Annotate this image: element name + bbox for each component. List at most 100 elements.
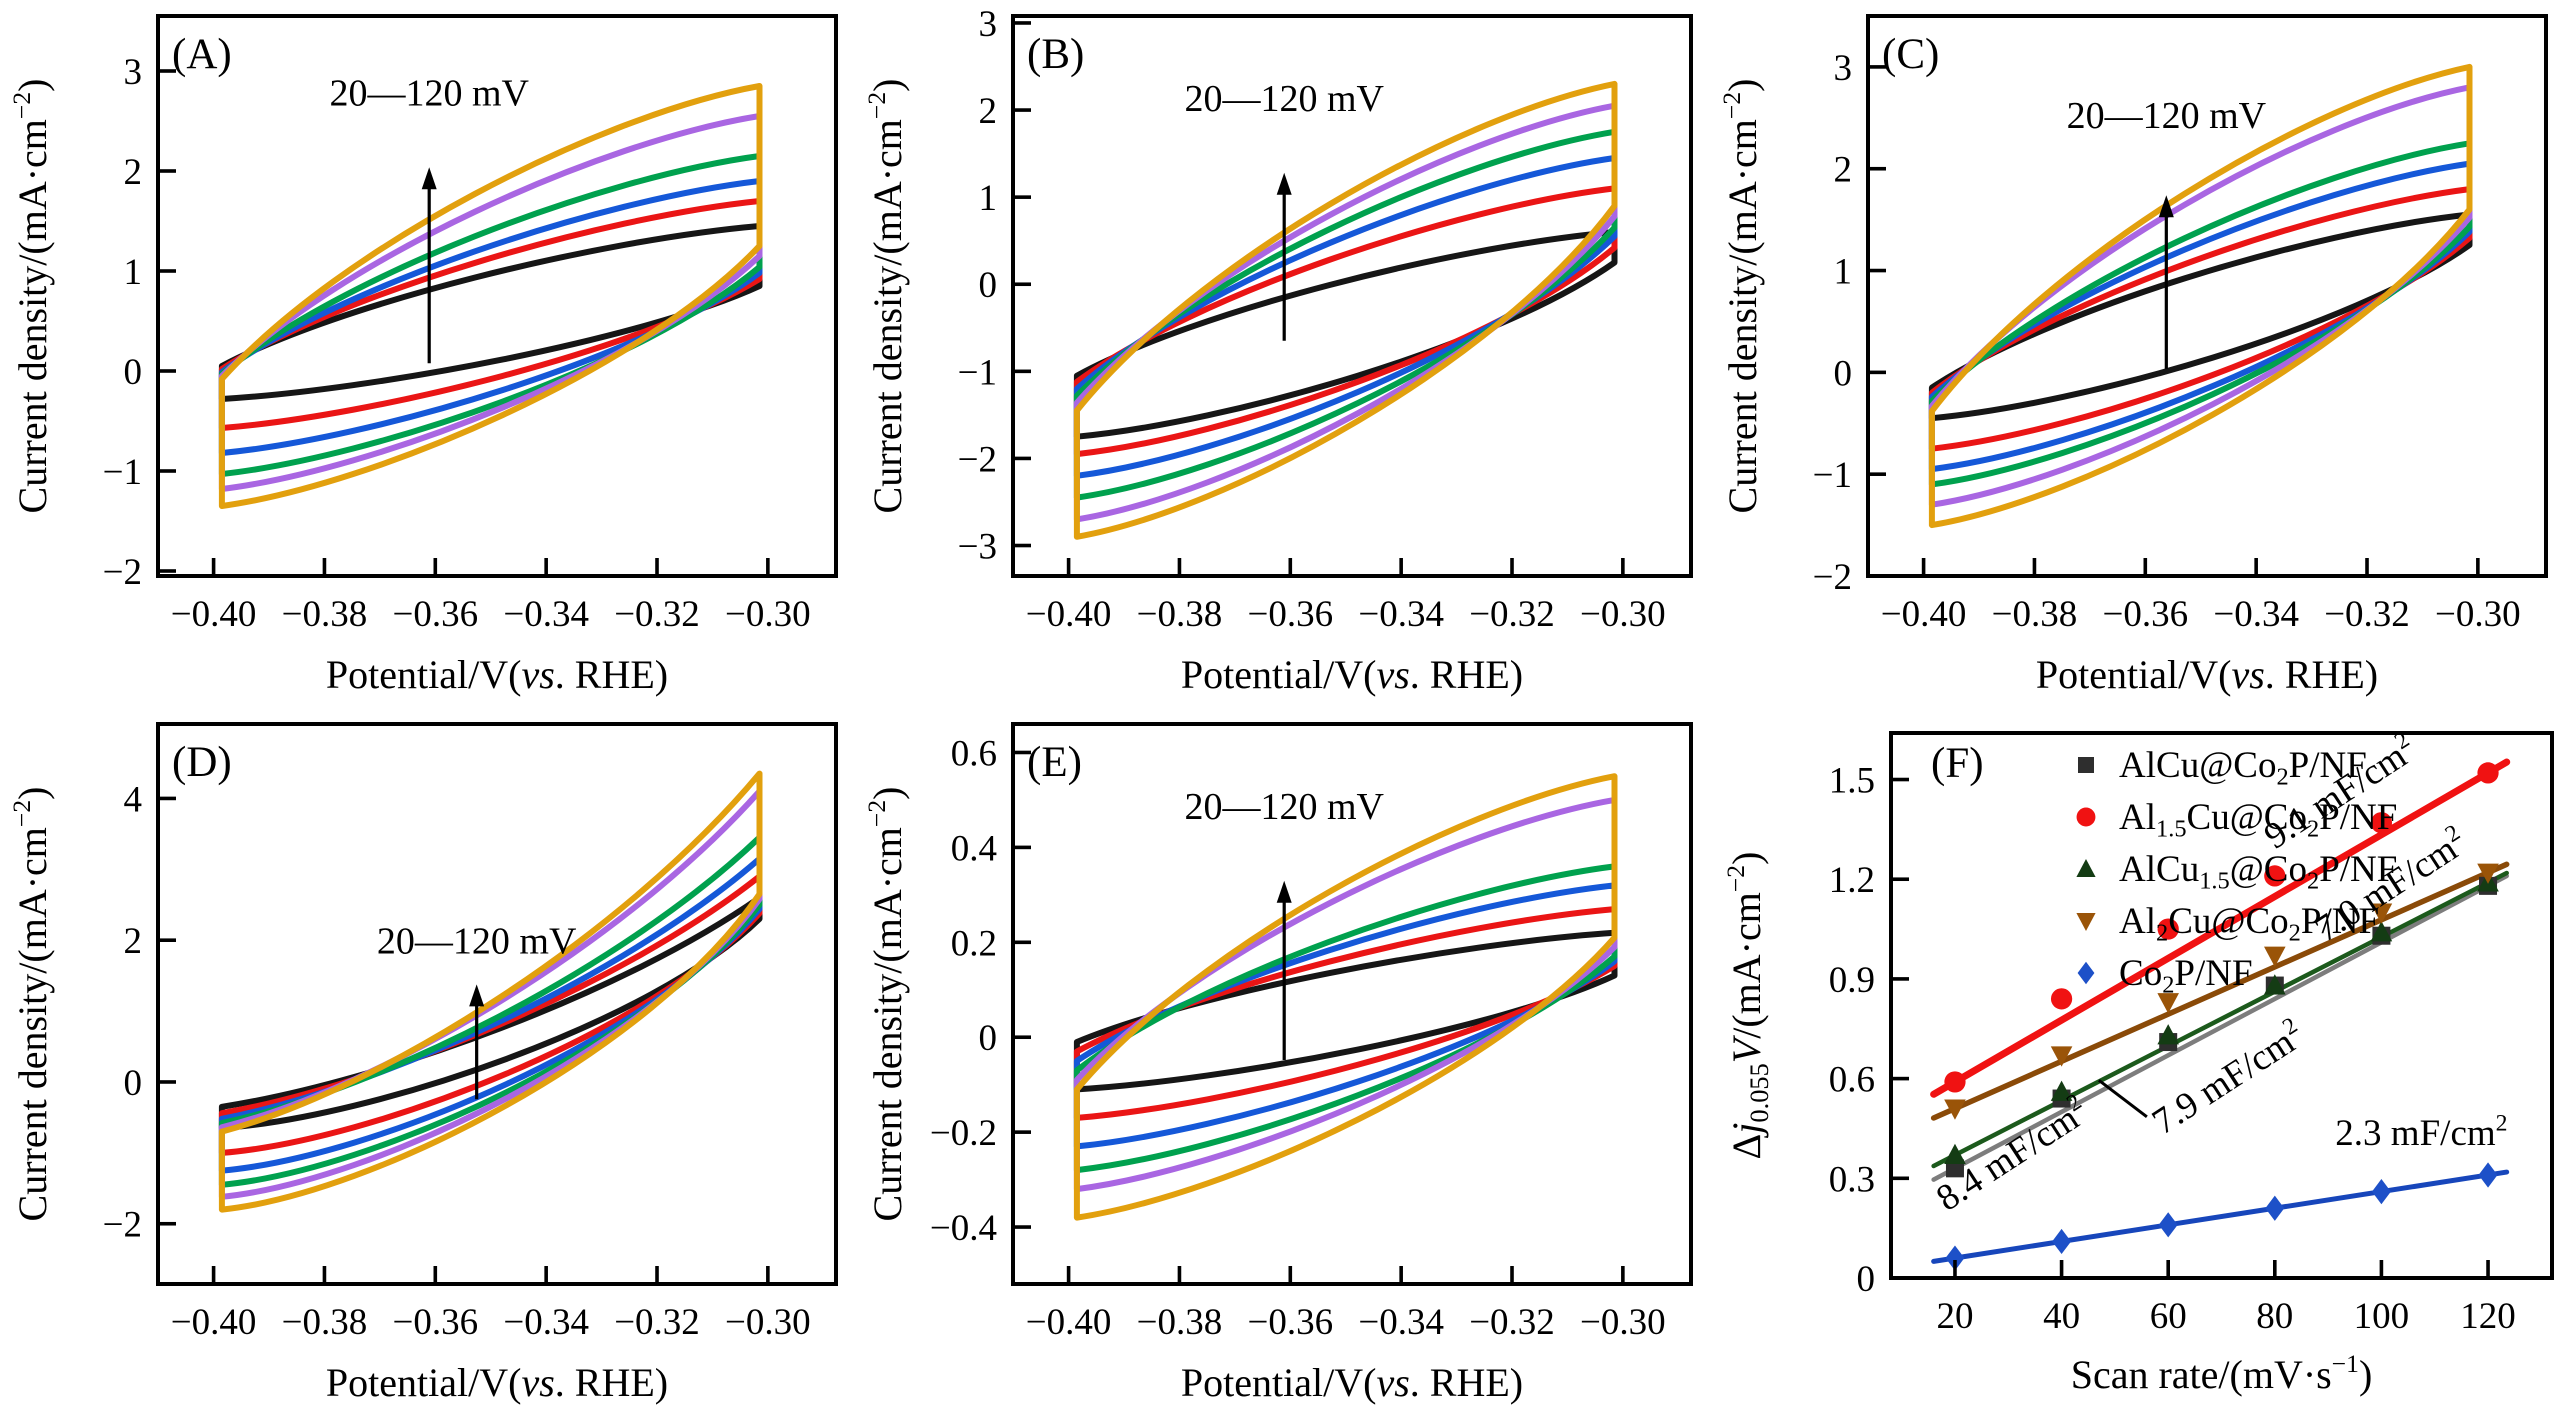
y-tick-label: 0 xyxy=(1857,1259,1876,1300)
legend-marker-5 xyxy=(2077,961,2095,985)
panel-a-plot: −0.40 −0.38 −0.36 −0.34 −0.32 −0.30 3 2 1 0 −1 −2 Po… xyxy=(7,14,838,697)
panel-a-y-axis-label: Current density/(mA·cm−2) xyxy=(7,79,55,514)
panel-b-plot: −0.40 −0.38 −0.36 −0.34 −0.32 −0.30 3 2 1 0 −1 −2 −3… xyxy=(862,4,1693,697)
panel-b-curve-120mv xyxy=(1073,80,1618,540)
panel-d-up-arrow-head xyxy=(469,984,485,1007)
y-tick-label: 0 xyxy=(124,1063,143,1104)
x-tick-label: −0.32 xyxy=(2324,594,2410,635)
panel-e-curve-120mv xyxy=(1073,773,1618,1221)
panel-f-fit-line-2 xyxy=(1930,758,2511,1098)
panel-c-x-ticks: −0.40 −0.38 −0.36 −0.34 −0.32 −0.30 xyxy=(1881,558,2521,635)
panel-a-curve-60mv xyxy=(218,178,763,456)
panel-f-point-s5-60 xyxy=(2158,1212,2178,1238)
legend-marker-4 xyxy=(2076,913,2096,931)
y-tick-label: −1 xyxy=(958,352,997,393)
panel-d-y-ticks: 4 2 0 −2 xyxy=(103,779,176,1246)
y-tick-label: 0.2 xyxy=(951,923,997,964)
panel-e-curve-100mv xyxy=(1073,796,1618,1193)
panel-b-curve-40mv xyxy=(1073,185,1618,458)
x-tick-label: −0.32 xyxy=(614,1302,700,1343)
y-tick-label: 0 xyxy=(979,265,998,306)
panel-b-curve-100mv xyxy=(1073,102,1618,523)
x-tick-label: −0.34 xyxy=(503,594,589,635)
panel-f-point-s2-60 xyxy=(2157,918,2179,940)
y-tick-label: 4 xyxy=(124,779,143,820)
panel-e-curve-20mv xyxy=(1073,929,1618,1093)
y-tick-label: 3 xyxy=(979,4,998,45)
panel-f-x-axis-label: Scan rate/(mV·s−1) xyxy=(2071,1349,2373,1397)
panel-f-point-s4-60 xyxy=(2157,993,2179,1014)
x-tick-label: −0.30 xyxy=(1580,1302,1666,1343)
panel-e-scan-rate-annotation: 20—120 mV xyxy=(1184,786,1384,828)
panel-f-point-s4-80 xyxy=(2264,946,2286,967)
panel-f-fit-line-4 xyxy=(1930,861,2510,1121)
panel-f-point-s3-80 xyxy=(2264,974,2286,995)
x-tick-label: −0.30 xyxy=(1580,594,1666,635)
panel-f-point-s2-100 xyxy=(2370,812,2393,834)
panel-a-x-ticks: −0.40 −0.38 −0.36 −0.34 −0.32 −0.30 xyxy=(171,558,811,635)
x-tick-label: −0.40 xyxy=(1026,1302,1112,1343)
panel-e-axis-box xyxy=(1011,722,1693,1286)
x-tick-label: 20 xyxy=(1936,1296,1973,1337)
y-tick-label: −2 xyxy=(103,1205,142,1246)
x-tick-label: −0.38 xyxy=(1992,594,2078,635)
panel-f-point-s4-120 xyxy=(2477,863,2499,884)
panel-c-curves xyxy=(1928,63,2473,529)
y-tick-label: 2 xyxy=(979,91,998,132)
panel-f-y-axis-label: Δj0.055V/(mA·cm−2) xyxy=(1721,852,1774,1160)
x-tick-label: −0.38 xyxy=(1137,1302,1223,1343)
panel-c-curve-120mv xyxy=(1928,63,2473,529)
panel-e-letter: (E) xyxy=(1027,739,1082,786)
y-tick-label: −2 xyxy=(958,439,997,480)
y-tick-label: 0.6 xyxy=(1829,1060,1875,1101)
panel-f-y-ticks: 0 0.3 0.6 0.9 1.2 1.5 xyxy=(1829,761,1909,1300)
panel-e-curves xyxy=(1073,773,1618,1221)
y-tick-label: 2 xyxy=(1834,150,1853,191)
panel-b-curve-20mv xyxy=(1073,229,1618,440)
panel-f-point-s4-20 xyxy=(1944,1099,1966,1120)
panel-f-point-s5-100 xyxy=(2371,1178,2391,1205)
panel-c-letter: (C) xyxy=(1882,31,1939,78)
panel-b-up-arrow xyxy=(1276,172,1292,341)
panel-c-curve-40mv xyxy=(1928,186,2473,452)
panel-a: −0.40 −0.38 −0.36 −0.34 −0.32 −0.30 3 2 1 0 −1 −2 Po… xyxy=(7,14,838,697)
panel-b-x-ticks: −0.40 −0.38 −0.36 −0.34 −0.32 −0.30 xyxy=(1026,558,1666,635)
panel-f-point-s4-40 xyxy=(2050,1046,2073,1067)
x-tick-label: −0.30 xyxy=(725,1302,811,1343)
panel-f-fit-line-3 xyxy=(1931,870,2509,1169)
y-tick-label: −0.4 xyxy=(930,1208,997,1249)
panel-c-up-arrow-head xyxy=(2158,195,2174,218)
panel-a-curve-40mv xyxy=(218,198,763,431)
panel-b-up-arrow-head xyxy=(1276,172,1292,195)
y-tick-label: 1 xyxy=(979,178,998,219)
x-tick-label: −0.40 xyxy=(1881,594,1967,635)
y-tick-label: 1.2 xyxy=(1829,860,1875,901)
y-tick-label: 3 xyxy=(124,52,143,93)
panel-a-curve-100mv xyxy=(218,113,763,492)
legend-marker-1 xyxy=(2077,757,2094,773)
panel-f-point-s2-80 xyxy=(2264,865,2286,887)
panel-f-point-s5-80 xyxy=(2265,1195,2285,1221)
panel-c-curve-60mv xyxy=(1928,160,2473,473)
panel-d-letter: (D) xyxy=(172,739,232,786)
panel-f-point-s5-20 xyxy=(1945,1245,1965,1271)
y-tick-label: 0.9 xyxy=(1829,960,1875,1001)
panel-d-axis-box xyxy=(156,722,838,1286)
panel-f-fit-line-5 xyxy=(1931,1169,2510,1264)
panel-e-up-arrow-head xyxy=(1276,880,1292,903)
x-tick-label: −0.40 xyxy=(1026,594,1112,635)
panel-a-scan-rate-annotation: 20—120 mV xyxy=(329,73,529,115)
panel-a-letter: (A) xyxy=(172,31,232,78)
panel-f-point-s3-100 xyxy=(2370,921,2393,942)
panel-e-plot: −0.40 −0.38 −0.36 −0.34 −0.32 −0.300.60.40.20… xyxy=(862,722,1693,1405)
x-tick-label: −0.36 xyxy=(2102,594,2188,635)
y-tick-label: 3 xyxy=(1834,48,1853,89)
panel-a-curve-20mv xyxy=(218,223,763,402)
panel-d-x-axis-label: Potential/V(vs. RHE) xyxy=(326,1360,668,1405)
x-tick-label: −0.36 xyxy=(392,594,478,635)
panel-e: −0.40 −0.38 −0.36 −0.34 −0.32 −0.300.60.40.20… xyxy=(862,722,1693,1405)
panel-d-x-ticks: −0.40 −0.38 −0.36 −0.34 −0.32 −0.30 xyxy=(171,1266,811,1343)
panel-e-x-ticks: −0.40 −0.38 −0.36 −0.34 −0.32 −0.30 xyxy=(1026,1266,1666,1343)
panel-f-axis-box xyxy=(1889,731,2554,1280)
x-tick-label: 100 xyxy=(2354,1296,2410,1337)
